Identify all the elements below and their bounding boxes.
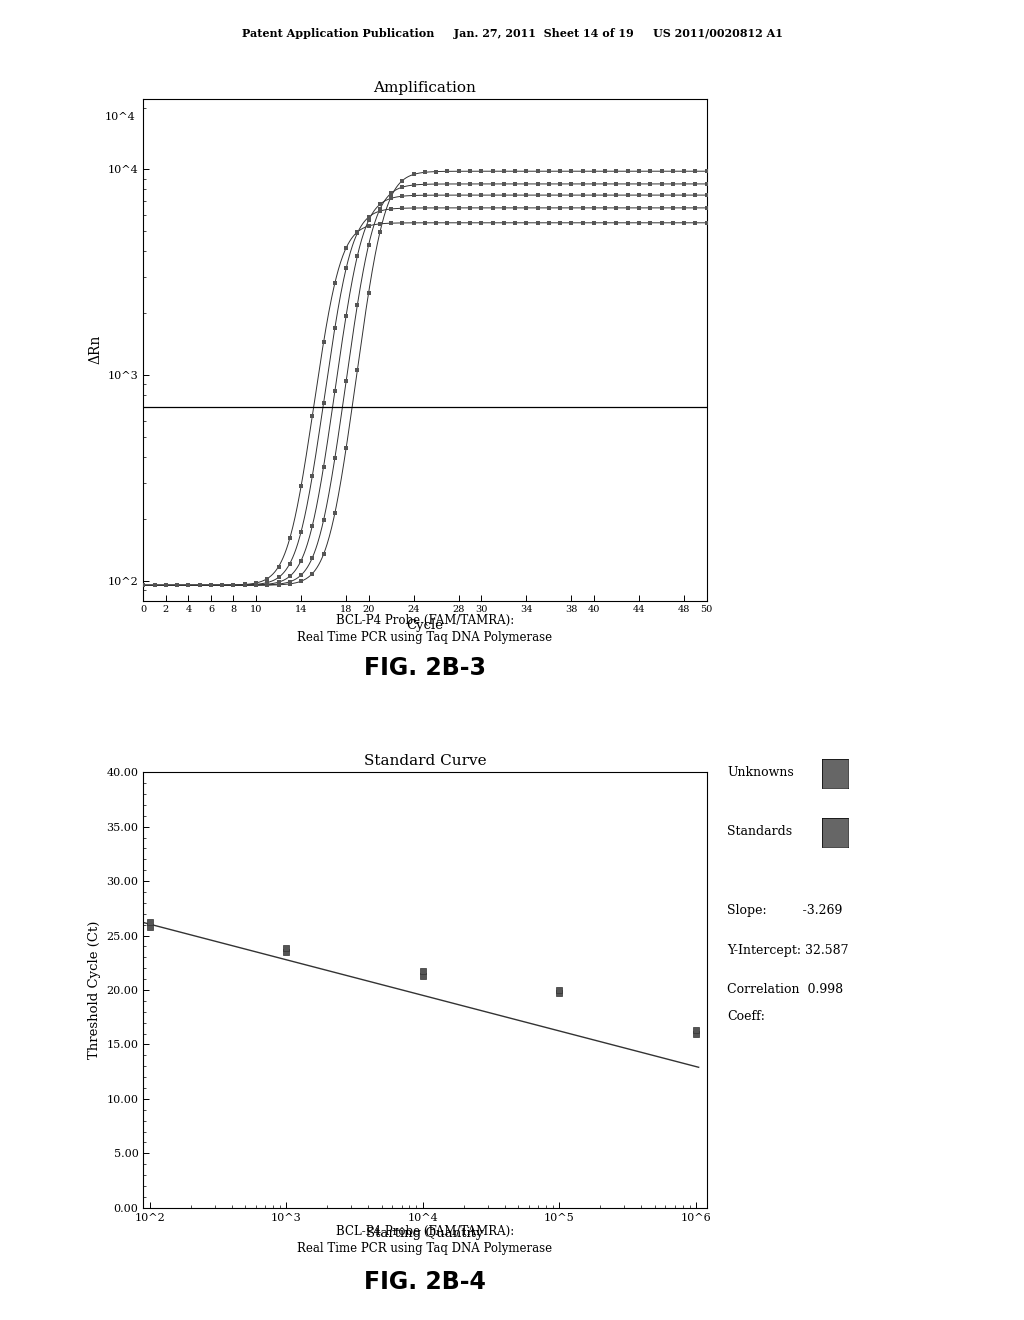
Text: Unknowns: Unknowns [727,766,794,779]
Text: Real Time PCR using Taq DNA Polymerase: Real Time PCR using Taq DNA Polymerase [297,631,553,644]
Text: Y-Intercept: 32.587: Y-Intercept: 32.587 [727,944,849,957]
Text: BCL-P4 Probe (FAM/TAMRA):: BCL-P4 Probe (FAM/TAMRA): [336,614,514,627]
Text: Real Time PCR using Taq DNA Polymerase: Real Time PCR using Taq DNA Polymerase [297,1242,553,1255]
X-axis label: Starting Quantity: Starting Quantity [367,1226,483,1239]
Text: BCL-P4 Probe (FAM/TAMRA):: BCL-P4 Probe (FAM/TAMRA): [336,1225,514,1238]
Text: Standards: Standards [727,825,793,838]
Title: Standard Curve: Standard Curve [364,754,486,768]
Text: Slope:         -3.269: Slope: -3.269 [727,904,843,917]
Y-axis label: Threshold Cycle (Ct): Threshold Cycle (Ct) [88,921,101,1059]
Y-axis label: ΔRn: ΔRn [88,335,102,364]
Text: FIG. 2B-4: FIG. 2B-4 [364,1270,486,1294]
Text: 10^4: 10^4 [104,112,135,121]
Text: Correlation  0.998: Correlation 0.998 [727,983,843,997]
Text: Patent Application Publication     Jan. 27, 2011  Sheet 14 of 19     US 2011/002: Patent Application Publication Jan. 27, … [242,28,782,38]
Text: FIG. 2B-3: FIG. 2B-3 [364,656,486,680]
X-axis label: Cycle: Cycle [407,619,443,632]
Title: Amplification: Amplification [374,81,476,95]
Text: Coeff:: Coeff: [727,1010,765,1023]
